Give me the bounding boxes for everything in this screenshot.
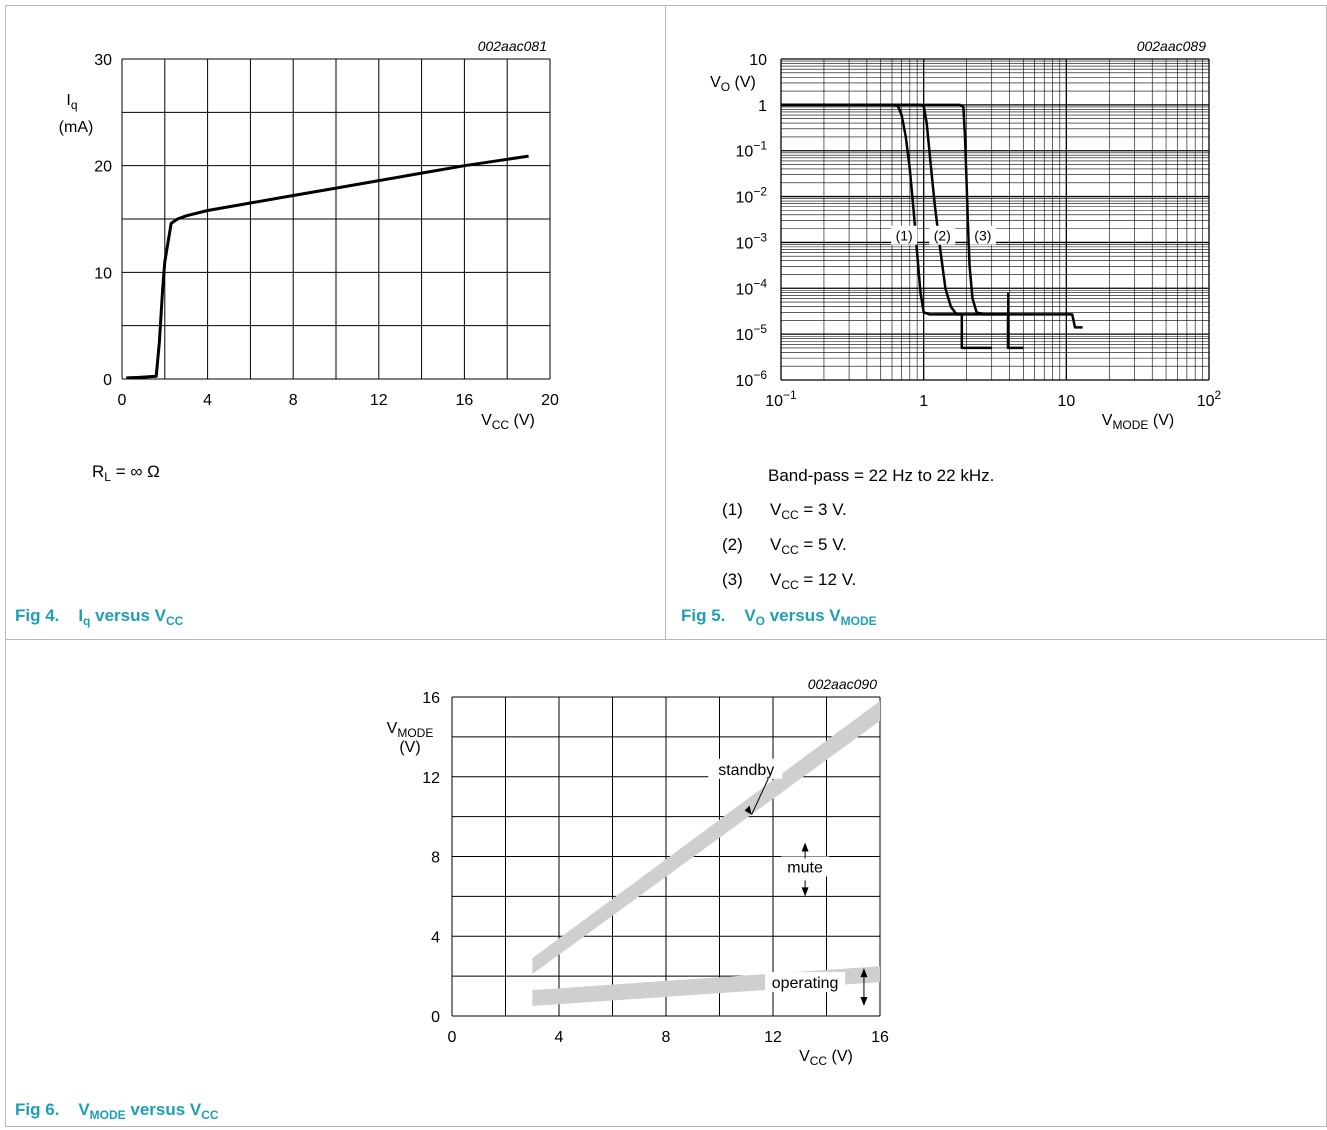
fig5-note-item-2: (2) VCC = 5 V. — [722, 535, 847, 557]
fig5-note-num: (1) — [722, 500, 743, 519]
fig5-note-sub: CC — [781, 578, 799, 592]
fig5-caption-a-sub: O — [755, 614, 765, 628]
fig5-caption-mid: versus V — [765, 606, 841, 625]
fig6-caption: Fig 6. VMODE versus VCC — [15, 1100, 219, 1122]
fig5-caption-b-sub: MODE — [840, 614, 877, 628]
fig5-note-item-1: (1) VCC = 3 V. — [722, 500, 847, 522]
fig4-note-sub: L — [104, 470, 111, 484]
fig6-panel — [5, 639, 1327, 1127]
fig5-caption-prefix: Fig 5. — [681, 606, 726, 625]
fig5-note-item-3: (3) VCC = 12 V. — [722, 570, 856, 592]
fig4-caption-mid: versus V — [90, 606, 166, 625]
fig5-note-sub: CC — [781, 508, 799, 522]
fig4-caption-a: I — [78, 606, 84, 625]
fig4-panel — [5, 5, 666, 640]
fig5-note-value: = 12 V. — [798, 570, 857, 589]
fig5-note-sub: CC — [781, 543, 799, 557]
fig5-note-value: = 5 V. — [798, 535, 847, 554]
fig5-note-symbol: V — [770, 535, 782, 554]
fig4-note-value: = ∞ Ω — [110, 462, 160, 481]
fig5-caption-a: V — [744, 606, 756, 625]
fig4-note-symbol: R — [92, 462, 105, 481]
fig5-note-symbol: V — [770, 570, 782, 589]
fig4-caption-prefix: Fig 4. — [15, 606, 60, 625]
fig4-caption-b-sub: CC — [166, 614, 184, 628]
fig5-note-bandpass: Band-pass = 22 Hz to 22 kHz. — [768, 466, 994, 486]
fig6-caption-a-sub: MODE — [89, 1108, 126, 1122]
fig4-caption: Fig 4. Iq versus VCC — [15, 606, 183, 628]
fig6-caption-a: V — [78, 1100, 90, 1119]
fig6-caption-prefix: Fig 6. — [15, 1100, 60, 1119]
fig5-note-value: = 3 V. — [798, 500, 847, 519]
fig5-note-symbol: V — [770, 500, 782, 519]
fig4-caption-a-sub: q — [83, 614, 91, 628]
fig5-caption: Fig 5. VO versus VMODE — [681, 606, 877, 628]
fig6-caption-mid: versus V — [125, 1100, 202, 1119]
fig4-note: RL = ∞ Ω — [92, 462, 160, 484]
fig5-bandpass-text: Band-pass = 22 Hz to 22 kHz. — [768, 466, 995, 485]
fig6-caption-b-sub: CC — [201, 1108, 219, 1122]
fig5-note-num: (2) — [722, 535, 743, 554]
fig5-note-num: (3) — [722, 570, 743, 589]
